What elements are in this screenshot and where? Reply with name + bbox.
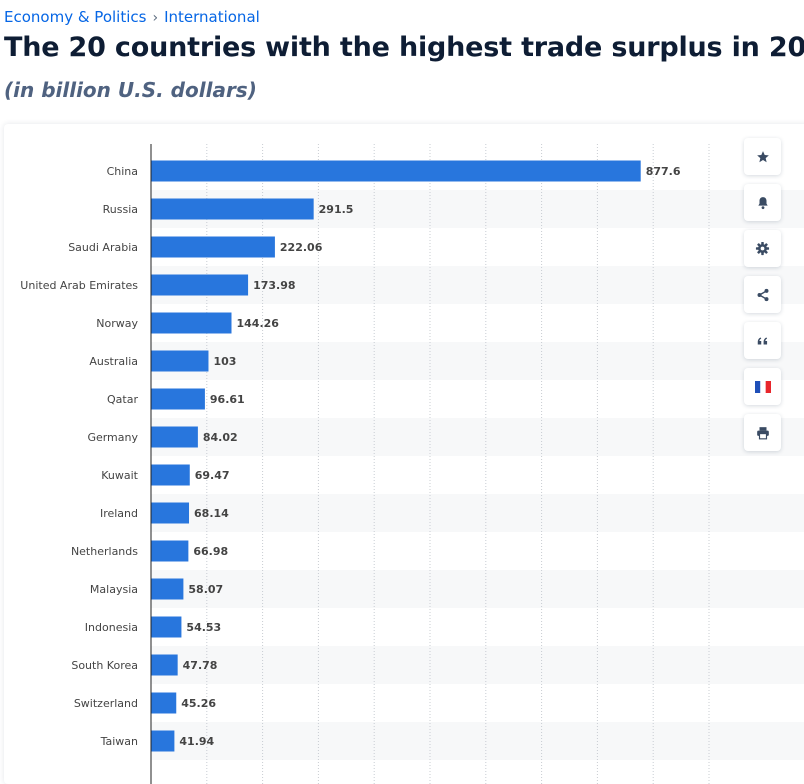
bar xyxy=(151,464,190,486)
value-label: 69.47 xyxy=(195,469,230,482)
category-label: Indonesia xyxy=(85,621,138,634)
breadcrumb-item-economy-politics[interactable]: Economy & Politics xyxy=(4,8,147,26)
category-label: Netherlands xyxy=(71,545,138,558)
favorite-button[interactable] xyxy=(744,138,781,175)
settings-button[interactable] xyxy=(744,230,781,267)
bar-chart: China 877.6 Russia 291.5 Saudi Arabia 222.06 U… xyxy=(20,144,804,784)
row-stripe xyxy=(151,570,804,608)
row-stripe xyxy=(151,494,804,532)
category-label: Saudi Arabia xyxy=(68,241,138,254)
value-label: 68.14 xyxy=(194,507,229,520)
value-label: 877.6 xyxy=(646,165,681,178)
row-stripe xyxy=(151,722,804,760)
gear-icon xyxy=(755,241,770,256)
quote-icon xyxy=(757,337,767,344)
category-label: South Korea xyxy=(71,659,138,672)
bar xyxy=(151,312,232,334)
category-label: Qatar xyxy=(107,393,138,406)
bar xyxy=(151,388,205,410)
category-label: Australia xyxy=(89,355,138,368)
category-label: Germany xyxy=(87,431,138,444)
value-label: 144.26 xyxy=(236,317,279,330)
star-icon xyxy=(756,150,769,162)
category-label: Russia xyxy=(103,203,138,216)
french-flag-icon xyxy=(754,380,771,393)
bar xyxy=(151,350,209,372)
category-label: Switzerland xyxy=(74,697,138,710)
category-label: Ireland xyxy=(100,507,138,520)
bell-icon xyxy=(757,196,768,209)
value-label: 41.94 xyxy=(179,735,214,748)
bar xyxy=(151,274,249,296)
category-label: China xyxy=(107,165,138,178)
row-stripe xyxy=(151,266,804,304)
share-button[interactable] xyxy=(744,276,781,313)
breadcrumb-item-international[interactable]: International xyxy=(164,8,260,26)
chart-card: China 877.6 Russia 291.5 Saudi Arabia 222.06 U… xyxy=(4,124,804,784)
row-stripe xyxy=(151,646,804,684)
share-icon xyxy=(757,288,768,301)
value-label: 45.26 xyxy=(181,697,216,710)
category-label: Kuwait xyxy=(101,469,138,482)
value-label: 84.02 xyxy=(203,431,238,444)
value-label: 291.5 xyxy=(319,203,354,216)
print-icon xyxy=(756,426,769,439)
breadcrumb-separator: › xyxy=(152,10,159,26)
value-label: 58.07 xyxy=(188,583,223,596)
bar xyxy=(151,502,190,524)
bar xyxy=(151,730,175,752)
bar xyxy=(151,198,314,220)
breadcrumb: Economy & Politics › International xyxy=(4,8,260,26)
category-label: Norway xyxy=(96,317,138,330)
bar xyxy=(151,540,189,562)
value-label: 66.98 xyxy=(193,545,228,558)
bar xyxy=(151,654,178,676)
bar xyxy=(151,426,198,448)
category-label: Taiwan xyxy=(100,735,138,748)
notification-button[interactable] xyxy=(744,184,781,221)
page-subtitle: (in billion U.S. dollars) xyxy=(4,78,257,102)
value-label: 173.98 xyxy=(253,279,295,292)
page-title: The 20 countries with the highest trade … xyxy=(4,32,804,63)
value-label: 103 xyxy=(213,355,236,368)
bar xyxy=(151,578,184,600)
cite-button[interactable] xyxy=(744,322,781,359)
value-label: 96.61 xyxy=(210,393,245,406)
bar xyxy=(151,236,275,258)
language-button[interactable] xyxy=(744,368,781,405)
category-label: Malaysia xyxy=(90,583,138,596)
row-stripe xyxy=(151,342,804,380)
value-label: 47.78 xyxy=(183,659,218,672)
bar xyxy=(151,616,182,638)
print-button[interactable] xyxy=(744,414,781,451)
bar xyxy=(151,692,177,714)
value-label: 54.53 xyxy=(186,621,221,634)
row-stripe xyxy=(151,418,804,456)
category-label: United Arab Emirates xyxy=(20,279,138,292)
bar xyxy=(151,160,641,182)
value-label: 222.06 xyxy=(280,241,323,254)
